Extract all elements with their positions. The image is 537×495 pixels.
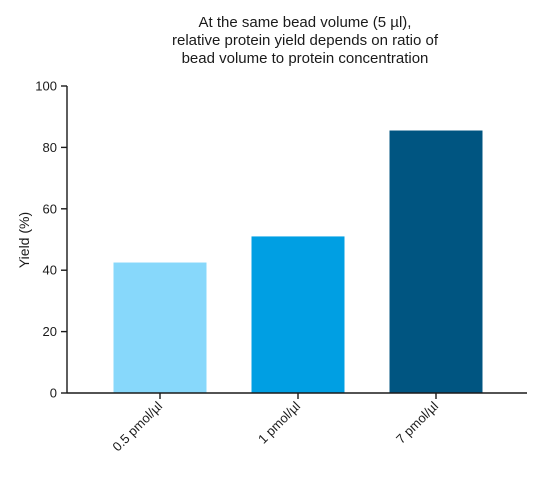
x-tick-label: 7 pmol/µl (393, 398, 441, 446)
chart-title-line-1: At the same bead volume (5 µl), (199, 14, 412, 31)
x-tick-label: 1 pmol/µl (255, 398, 303, 446)
y-tick-label: 80 (43, 140, 57, 155)
y-tick-label: 20 (43, 324, 57, 339)
chart-title: At the same bead volume (5 µl), relative… (172, 14, 439, 67)
y-tick-label: 0 (50, 386, 57, 401)
chart-title-line-2: relative protein yield depends on ratio … (172, 32, 439, 49)
x-tick-label: 0.5 pmol/µl (109, 398, 165, 454)
bar-3 (389, 130, 483, 393)
bars (113, 130, 483, 393)
y-axis-label: Yield (%) (16, 212, 32, 268)
y-axis-ticks: 0 20 40 60 80 100 (35, 79, 67, 401)
bar-2 (251, 236, 345, 393)
y-tick-label: 40 (43, 263, 57, 278)
y-tick-label: 60 (43, 201, 57, 216)
x-axis-ticks: 0.5 pmol/µl 1 pmol/µl 7 pmol/µl (109, 393, 441, 454)
chart-title-line-3: bead volume to protein concentration (182, 50, 429, 67)
bar-1 (113, 262, 207, 393)
y-tick-label: 100 (35, 79, 57, 94)
axes (66, 86, 527, 394)
